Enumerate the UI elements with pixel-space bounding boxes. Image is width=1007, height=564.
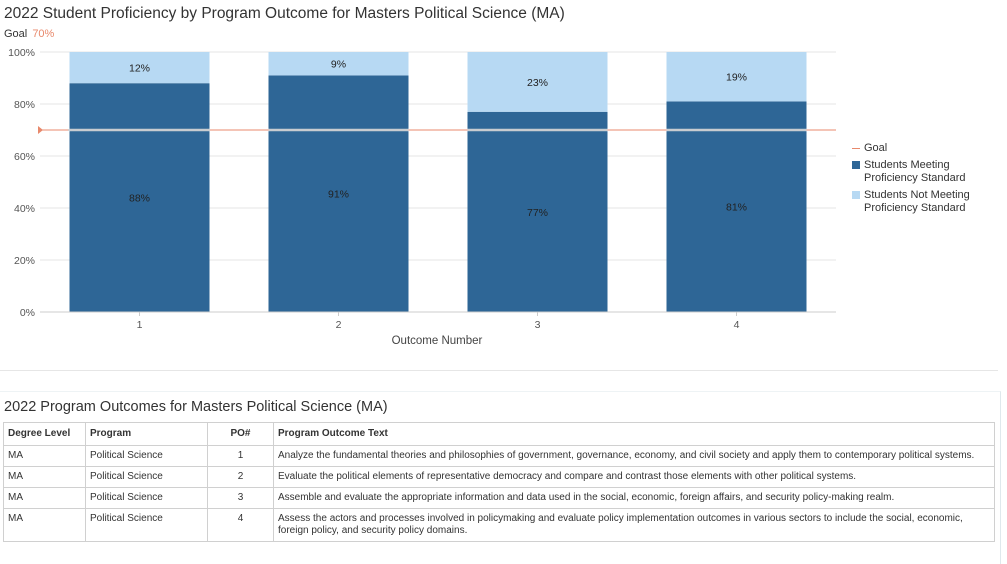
y-tick-label: 60% [14, 151, 35, 163]
x-tick-label: 3 [535, 319, 541, 331]
y-tick-label: 40% [14, 203, 35, 215]
legend-label-meeting: Students Meeting Proficiency Standard [864, 159, 966, 184]
cell-program: Political Science [85, 487, 208, 509]
cell-program: Political Science [85, 466, 208, 488]
x-tick-label: 1 [137, 319, 143, 331]
goal-value: 70% [32, 28, 55, 40]
y-tick-label: 20% [14, 255, 35, 267]
goal-label: Goal [4, 28, 28, 40]
header-program[interactable]: Program [85, 422, 208, 446]
table-row: MA Political Science 2 Evaluate the poli… [3, 466, 995, 488]
cell-degree-level: MA [3, 445, 86, 467]
x-tick-label: 4 [734, 319, 740, 331]
cell-po-number: 3 [207, 487, 274, 509]
cell-degree-level: MA [3, 508, 86, 542]
legend-label-not-meeting: Students Not Meeting Proficiency Standar… [864, 189, 970, 214]
cell-po-number: 4 [207, 508, 274, 542]
bar-segment-not-meeting [666, 52, 807, 102]
legend-swatch-meeting [852, 161, 860, 169]
cell-po-number: 1 [207, 445, 274, 467]
data-label: 12% [129, 63, 150, 75]
goal-marker [38, 126, 43, 134]
table-header-row: Degree Level Program PO# Program Outcome… [3, 422, 995, 446]
bar-segment-meeting [69, 83, 210, 312]
chart-title: 2022 Student Proficiency by Program Outc… [4, 5, 565, 22]
data-label: 19% [726, 72, 747, 84]
data-label: 81% [726, 202, 747, 214]
legend-item-not-meeting[interactable]: Students Not Meeting Proficiency Standar… [852, 189, 1002, 215]
legend-item-goal[interactable]: Goal [852, 142, 1002, 155]
cell-degree-level: MA [3, 466, 86, 488]
table-row: MA Political Science 4 Assess the actors… [3, 508, 995, 542]
cell-po-number: 2 [207, 466, 274, 488]
bar-segment-not-meeting [467, 52, 608, 112]
data-label: 9% [331, 59, 346, 71]
header-degree-level[interactable]: Degree Level [3, 422, 86, 446]
section-divider [0, 370, 998, 371]
chart-legend: Goal Students Meeting Proficiency Standa… [852, 142, 1002, 219]
cell-outcome-text: Analyze the fundamental theories and phi… [273, 445, 995, 467]
data-label: 91% [328, 189, 349, 201]
goal-indicator: Goal 70% [4, 28, 54, 40]
y-tick-label: 80% [14, 99, 35, 111]
outcomes-table: Degree Level Program PO# Program Outcome… [3, 422, 995, 542]
data-label: 88% [129, 193, 150, 205]
legend-item-meeting[interactable]: Students Meeting Proficiency Standard [852, 159, 1002, 185]
data-label: 77% [527, 207, 548, 219]
bar-segment-meeting [666, 101, 807, 313]
x-tick-label: 2 [336, 319, 342, 331]
stacked-bar-chart: 0% 20% 40% 60% 80% 100% 88% 12% 1 91% 9% 2 77% 23% 3 81… [8, 47, 836, 347]
legend-swatch-goal [852, 148, 860, 149]
data-label: 23% [527, 77, 548, 89]
header-po-number[interactable]: PO# [207, 422, 274, 446]
bar-segment-meeting [467, 111, 608, 312]
legend-label-goal: Goal [864, 142, 888, 154]
cell-outcome-text: Assess the actors and processes involved… [273, 508, 995, 542]
cell-outcome-text: Evaluate the political elements of repre… [273, 466, 995, 488]
cell-program: Political Science [85, 445, 208, 467]
table-title: 2022 Program Outcomes for Masters Politi… [4, 399, 388, 415]
legend-swatch-not-meeting [852, 191, 860, 199]
cell-program: Political Science [85, 508, 208, 542]
header-outcome-text[interactable]: Program Outcome Text [273, 422, 995, 446]
cell-outcome-text: Assemble and evaluate the appropriate in… [273, 487, 995, 509]
outcomes-panel: 2022 Program Outcomes for Masters Politi… [0, 391, 1001, 564]
x-axis-title: Outcome Number [392, 335, 483, 347]
bar-segment-not-meeting [69, 52, 210, 84]
cell-degree-level: MA [3, 487, 86, 509]
table-row: MA Political Science 1 Analyze the funda… [3, 445, 995, 467]
bar-segment-not-meeting [268, 52, 409, 76]
table-row: MA Political Science 3 Assemble and eval… [3, 487, 995, 509]
y-tick-label: 100% [8, 47, 35, 59]
bar-segment-meeting [268, 75, 409, 313]
y-tick-label: 0% [20, 307, 35, 319]
